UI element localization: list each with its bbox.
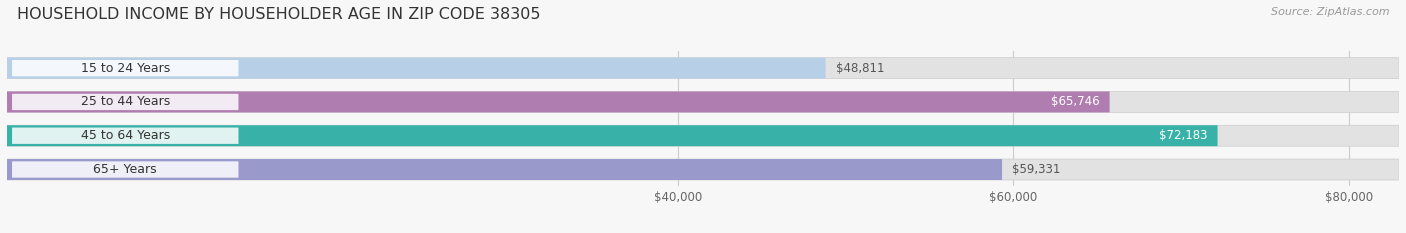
FancyBboxPatch shape <box>13 127 239 144</box>
FancyBboxPatch shape <box>7 58 1399 79</box>
FancyBboxPatch shape <box>7 159 1399 180</box>
Text: 15 to 24 Years: 15 to 24 Years <box>80 62 170 75</box>
Text: Source: ZipAtlas.com: Source: ZipAtlas.com <box>1271 7 1389 17</box>
FancyBboxPatch shape <box>7 159 1002 180</box>
FancyBboxPatch shape <box>7 58 825 79</box>
Text: HOUSEHOLD INCOME BY HOUSEHOLDER AGE IN ZIP CODE 38305: HOUSEHOLD INCOME BY HOUSEHOLDER AGE IN Z… <box>17 7 540 22</box>
FancyBboxPatch shape <box>7 92 1399 112</box>
Text: $59,331: $59,331 <box>1012 163 1060 176</box>
FancyBboxPatch shape <box>7 92 1109 112</box>
FancyBboxPatch shape <box>7 125 1399 146</box>
FancyBboxPatch shape <box>13 60 239 76</box>
FancyBboxPatch shape <box>13 94 239 110</box>
Text: $72,183: $72,183 <box>1159 129 1208 142</box>
FancyBboxPatch shape <box>7 125 1218 146</box>
Text: $48,811: $48,811 <box>835 62 884 75</box>
Text: 65+ Years: 65+ Years <box>93 163 157 176</box>
FancyBboxPatch shape <box>13 161 239 178</box>
Text: 25 to 44 Years: 25 to 44 Years <box>80 96 170 108</box>
Text: 45 to 64 Years: 45 to 64 Years <box>80 129 170 142</box>
Text: $65,746: $65,746 <box>1050 96 1099 108</box>
